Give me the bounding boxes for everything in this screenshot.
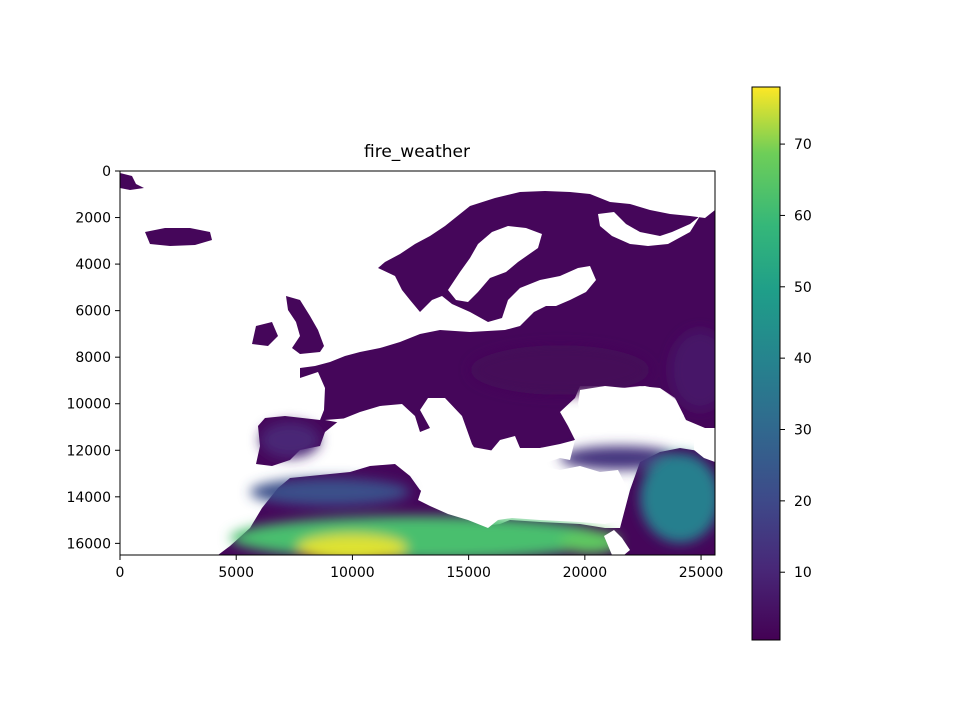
heat-sahara	[230, 516, 610, 555]
colorbar-tick-label: 40	[794, 351, 812, 367]
y-tick-label: 6000	[75, 304, 111, 320]
arctic-islands	[120, 173, 144, 190]
heat-russia-east	[670, 330, 715, 410]
heat-iberia	[260, 422, 320, 458]
heat-middle-east	[640, 453, 715, 543]
iceland	[145, 228, 212, 246]
colorbar-ticks: 10 20 30 40 50 60 70	[780, 137, 812, 581]
colorbar: 10 20 30 40 50 60 70	[751, 86, 812, 641]
land-mass	[218, 191, 715, 555]
colorbar-tick-label: 20	[794, 494, 812, 510]
black-sea	[578, 386, 684, 428]
heat-anatolia	[560, 446, 680, 470]
x-tick-label: 0	[116, 565, 125, 581]
heat-central-europe	[470, 345, 650, 395]
y-tick-label: 16000	[66, 536, 111, 552]
colorbar-tick-label: 10	[794, 565, 812, 581]
chart-title: fire_weather	[364, 142, 470, 162]
x-tick-label: 25000	[679, 565, 724, 581]
mediterranean-sea	[325, 402, 628, 528]
colorbar-tick-label: 60	[794, 208, 812, 224]
x-tick-label: 20000	[563, 565, 608, 581]
heat-atlas	[250, 478, 410, 506]
y-axis: 0 2000 4000 6000 8000 10000 12000 14000 16000	[66, 164, 120, 552]
x-axis: 0 5000 10000 15000 20000 25000	[116, 555, 724, 581]
white-sea	[598, 212, 700, 246]
y-tick-label: 10000	[66, 397, 111, 413]
y-tick-label: 12000	[66, 443, 111, 459]
caspian-corner	[694, 428, 715, 462]
x-tick-label: 5000	[218, 565, 254, 581]
y-tick-label: 14000	[66, 490, 111, 506]
ireland	[252, 322, 278, 346]
y-tick-label: 8000	[75, 350, 111, 366]
heat-overlays	[230, 330, 715, 555]
plot-area	[119, 170, 716, 556]
plot-frame	[119, 170, 716, 556]
baltic-sea	[448, 226, 542, 302]
great-britain	[286, 296, 324, 354]
colorbar-tick-label: 30	[794, 423, 812, 439]
x-tick-label: 15000	[446, 565, 491, 581]
red-sea-tip	[604, 530, 630, 555]
heatmap-layer	[120, 173, 715, 555]
colorbar-tick-label: 50	[794, 280, 812, 296]
y-tick-label: 4000	[75, 257, 111, 273]
colorbar-tick-label: 70	[794, 137, 812, 153]
colorbar-gradient	[751, 86, 781, 641]
y-tick-label: 0	[102, 164, 111, 180]
x-tick-label: 10000	[330, 565, 375, 581]
heat-sahara-hotspot	[297, 534, 407, 555]
y-tick-label: 2000	[75, 211, 111, 227]
